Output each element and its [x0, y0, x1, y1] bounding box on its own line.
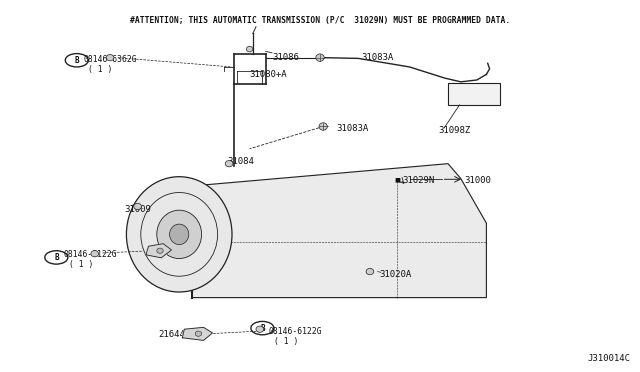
- Text: #ATTENTION; THIS AUTOMATIC TRANSMISSION (P/C  31029N) MUST BE PROGRAMMED DATA.: #ATTENTION; THIS AUTOMATIC TRANSMISSION …: [130, 16, 510, 25]
- Ellipse shape: [91, 251, 99, 257]
- Text: 08146-6122G: 08146-6122G: [64, 250, 118, 259]
- Ellipse shape: [127, 177, 232, 292]
- Ellipse shape: [225, 161, 233, 167]
- Ellipse shape: [106, 55, 114, 61]
- Text: J310014C: J310014C: [588, 354, 630, 363]
- Text: 31083A: 31083A: [336, 124, 368, 133]
- Polygon shape: [192, 164, 486, 298]
- Text: B: B: [260, 324, 265, 333]
- Text: 08146-6122G: 08146-6122G: [269, 327, 323, 336]
- Ellipse shape: [246, 46, 253, 52]
- Bar: [448, 83, 500, 105]
- Text: 08146-6362G: 08146-6362G: [83, 55, 137, 64]
- Text: ■: ■: [395, 177, 401, 183]
- Text: 31098Z: 31098Z: [438, 126, 470, 135]
- Text: 31083A: 31083A: [362, 53, 394, 62]
- Ellipse shape: [256, 326, 264, 333]
- Text: 31080+A: 31080+A: [250, 70, 287, 79]
- Text: ( 1 ): ( 1 ): [69, 260, 93, 269]
- Ellipse shape: [170, 224, 189, 245]
- Ellipse shape: [195, 331, 202, 336]
- Polygon shape: [146, 244, 172, 258]
- Text: 31029N: 31029N: [402, 176, 434, 185]
- Text: 21644: 21644: [159, 247, 186, 256]
- Ellipse shape: [316, 54, 324, 61]
- Text: 31084: 31084: [227, 157, 254, 166]
- Ellipse shape: [134, 203, 141, 210]
- Text: ( 1 ): ( 1 ): [88, 65, 113, 74]
- Text: 31086: 31086: [272, 53, 299, 62]
- Text: 31009: 31009: [125, 205, 152, 214]
- Text: 21644+A: 21644+A: [159, 330, 196, 339]
- Text: 31020A: 31020A: [379, 270, 411, 279]
- Ellipse shape: [366, 269, 374, 275]
- Text: B: B: [74, 56, 79, 65]
- Ellipse shape: [157, 210, 202, 259]
- Ellipse shape: [157, 248, 163, 253]
- Text: 31000: 31000: [464, 176, 491, 185]
- Text: ( 1 ): ( 1 ): [274, 337, 298, 346]
- Ellipse shape: [319, 123, 328, 130]
- Text: B: B: [54, 253, 59, 262]
- Polygon shape: [182, 327, 212, 340]
